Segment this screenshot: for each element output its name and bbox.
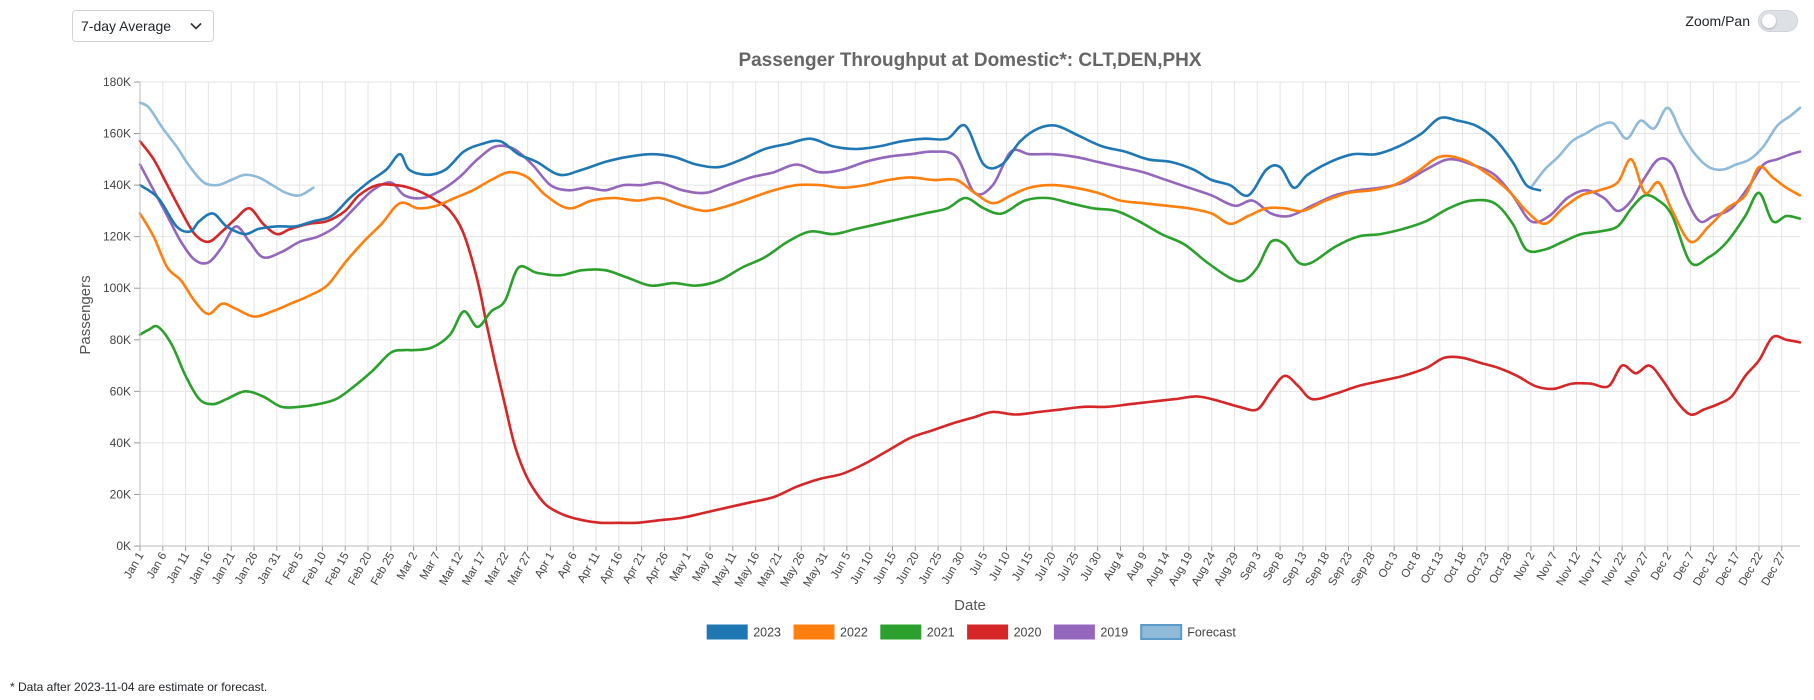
legend-swatch-2019 <box>1053 624 1095 640</box>
zoom-pan-toggle[interactable] <box>1758 10 1798 32</box>
x-tick-label: Apr 6 <box>556 551 580 581</box>
x-tick-label: Jun 30 <box>940 551 968 587</box>
x-tick-label: Jan 1 <box>122 551 146 581</box>
x-axis-label: Date <box>954 597 986 614</box>
grid <box>139 81 1800 547</box>
series-line-forecast <box>1529 106 1802 189</box>
x-tick-label: Apr 26 <box>644 551 671 586</box>
y-tick-label: 100K <box>103 281 131 295</box>
legend-label-forecast: Forecast <box>1187 626 1236 640</box>
x-tick-label: Dec 2 <box>1649 551 1674 583</box>
legend-swatch-2021 <box>880 624 922 640</box>
y-tick-label: 0K <box>116 539 131 553</box>
series-lines <box>138 101 1802 525</box>
y-tick-label: 80K <box>110 333 131 347</box>
x-tick-label: Jan 6 <box>145 551 169 581</box>
legend-label-2021: 2021 <box>927 626 955 640</box>
x-tick-label: Oct 28 <box>1487 551 1514 586</box>
chart-title: Passenger Throughput at Domestic*: CLT,D… <box>738 50 1201 71</box>
x-tick-label: Apr 1 <box>533 551 557 581</box>
legend-label-2020: 2020 <box>1014 626 1042 640</box>
y-tick-label: 180K <box>103 75 131 89</box>
legend-swatch-2022 <box>793 624 835 640</box>
x-tick-label: Jul 10 <box>987 551 1013 584</box>
x-tick-label: Oct 3 <box>1377 551 1401 581</box>
x-tick-label: Jul 30 <box>1079 551 1105 584</box>
x-tick-label: Mar 2 <box>395 551 420 582</box>
x-tick-label: Aug 4 <box>1102 550 1128 583</box>
y-tick-label: 160K <box>103 127 131 141</box>
x-tick-label: Oct 8 <box>1399 551 1423 581</box>
series-line-2023 <box>138 116 1542 236</box>
zoom-pan-label: Zoom/Pan <box>1685 13 1750 29</box>
series-line-2021 <box>138 191 1802 409</box>
x-tick-label: Jun 5 <box>829 551 853 581</box>
legend-swatch-2020 <box>967 624 1009 640</box>
x-tick-label: Jan 31 <box>256 551 284 587</box>
x-tick-label: Jul 15 <box>1010 551 1036 584</box>
x-tick-label: Nov 2 <box>1512 551 1537 583</box>
average-select[interactable]: 7-day Average <box>72 10 214 42</box>
x-tick-label: Sep 3 <box>1238 551 1263 583</box>
zoom-pan-control: Zoom/Pan <box>1685 10 1798 32</box>
legend-label-2023: 2023 <box>753 626 781 640</box>
x-tick-label: Jul 25 <box>1056 551 1082 584</box>
series-line-2022 <box>138 154 1802 318</box>
y-axis-label: Passengers <box>77 275 94 354</box>
legend-label-2022: 2022 <box>840 626 868 640</box>
y-tick-label: 20K <box>110 487 131 501</box>
x-tick-label: May 1 <box>668 551 694 584</box>
y-tick-label: 60K <box>110 384 131 398</box>
y-tick-label: 120K <box>103 230 131 244</box>
series-line-forecast <box>138 101 315 197</box>
legend-label-2019: 2019 <box>1100 626 1128 640</box>
y-tick-label: 140K <box>103 178 131 192</box>
x-tick-label: Jul 20 <box>1033 551 1059 584</box>
legend: 2023 2022 2021 2020 2019 Forecast <box>706 624 1236 640</box>
legend-swatch-forecast <box>1140 624 1183 640</box>
y-tick-label: 40K <box>110 436 131 450</box>
series-line-2019 <box>138 144 1802 265</box>
chevron-down-icon <box>190 22 202 30</box>
toggle-knob <box>1762 14 1776 28</box>
average-select-value: 7-day Average <box>81 18 172 34</box>
legend-swatch-2023 <box>706 624 748 640</box>
x-tick-label: Jul 5 <box>968 551 991 578</box>
series-line-2020 <box>138 140 1802 525</box>
footnote: * Data after 2023-11-04 are estimate or … <box>10 680 268 694</box>
